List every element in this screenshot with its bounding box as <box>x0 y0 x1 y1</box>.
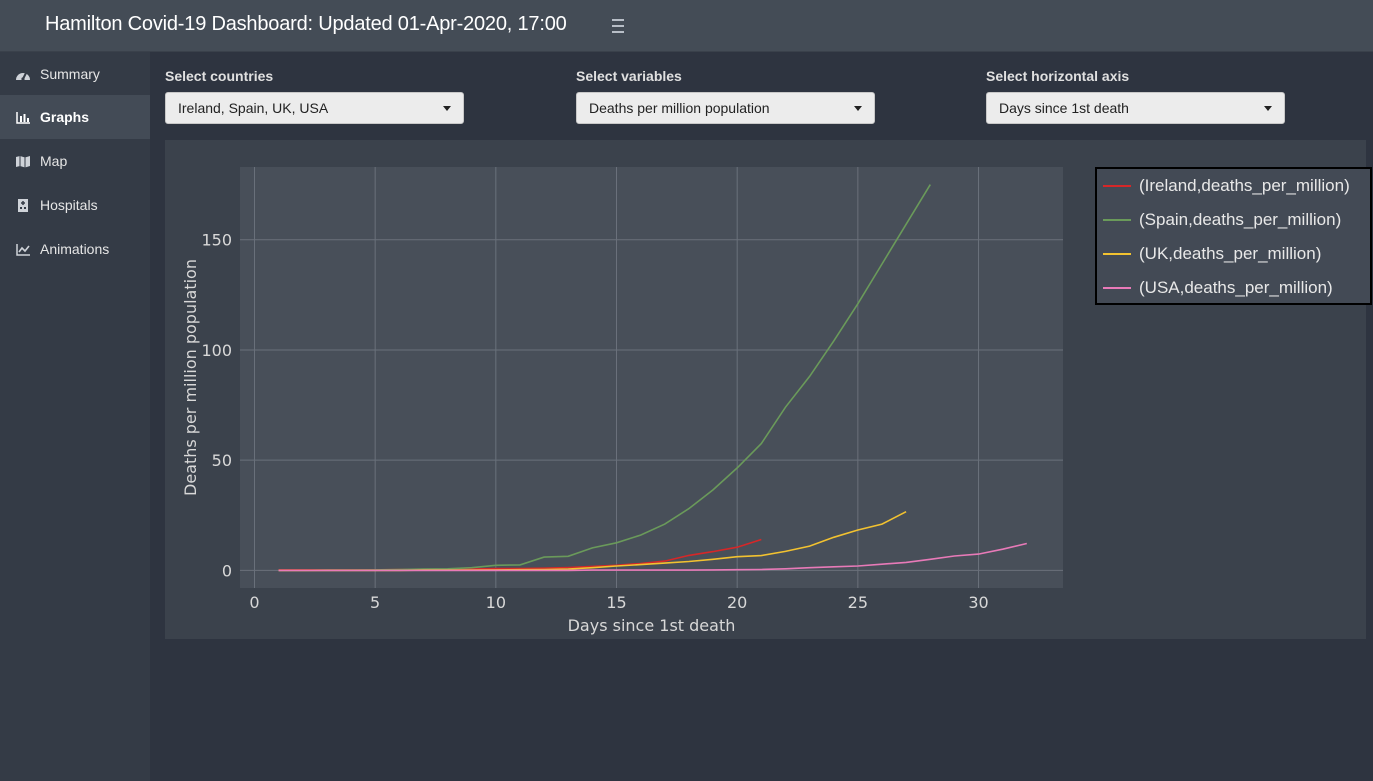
legend-item[interactable]: (Spain,deaths_per_million) <box>1103 209 1341 231</box>
chart-legend: (Ireland,deaths_per_million) (Spain,death… <box>1095 167 1372 305</box>
haxis-select-value: Days since 1st death <box>999 100 1129 116</box>
dashboard-icon <box>15 67 31 81</box>
sidebar-item-label: Graphs <box>40 109 90 125</box>
chevron-down-icon <box>1264 105 1272 111</box>
hamburger-menu-icon[interactable] <box>612 15 630 35</box>
series-line-3 <box>278 542 1027 572</box>
bar-chart-icon <box>15 110 31 124</box>
legend-swatch <box>1103 287 1131 289</box>
plot-area <box>240 167 1063 588</box>
legend-label: (USA,deaths_per_million) <box>1139 278 1333 297</box>
x-tick-label: 30 <box>968 593 988 612</box>
haxis-select-group: Select horizontal axis Days since 1st de… <box>986 68 1285 124</box>
legend-swatch <box>1103 253 1131 255</box>
variables-select-value: Deaths per million population <box>589 100 770 116</box>
variables-select-group: Select variables Deaths per million popu… <box>576 68 875 124</box>
countries-select-label: Select countries <box>165 68 274 84</box>
legend-item[interactable]: (USA,deaths_per_million) <box>1103 277 1333 299</box>
sidebar-item-map[interactable]: Map <box>0 139 150 183</box>
line-chart[interactable]: 0 5 10 15 20 25 30 0 50 100 150 Days since 1st deat… <box>165 140 1080 639</box>
y-axis-label: Deaths per million population <box>181 259 200 496</box>
sidebar-item-label: Animations <box>40 241 110 257</box>
sidebar-item-label: Map <box>40 153 68 169</box>
map-icon <box>15 154 31 168</box>
sidebar-item-summary[interactable]: Summary <box>0 52 150 96</box>
plot-panel: 0 5 10 15 20 25 30 0 50 100 150 Days since 1st deat… <box>165 140 1372 639</box>
y-tick-label: 0 <box>222 561 232 580</box>
main-content: Select countries Ireland, Spain, UK, USA… <box>150 52 1373 781</box>
x-tick-label: 15 <box>606 593 626 612</box>
y-tick-label: 50 <box>212 451 232 470</box>
haxis-select[interactable]: Days since 1st death <box>986 92 1285 124</box>
x-tick-label: 10 <box>486 593 506 612</box>
countries-select-value: Ireland, Spain, UK, USA <box>178 100 329 116</box>
sidebar-item-label: Summary <box>40 66 100 82</box>
chevron-down-icon <box>443 105 451 111</box>
legend-swatch <box>1103 185 1131 187</box>
hospital-icon <box>15 198 31 212</box>
x-tick-label: 25 <box>848 593 868 612</box>
variables-select[interactable]: Deaths per million population <box>576 92 875 124</box>
legend-item[interactable]: (UK,deaths_per_million) <box>1103 243 1321 265</box>
chevron-down-icon <box>854 105 862 111</box>
sidebar-item-graphs[interactable]: Graphs <box>0 95 150 139</box>
haxis-select-label: Select horizontal axis <box>986 68 1130 84</box>
legend-label: (Spain,deaths_per_million) <box>1139 210 1342 229</box>
countries-select-group: Select countries Ireland, Spain, UK, USA <box>165 68 464 124</box>
x-tick-label: 0 <box>249 593 259 612</box>
x-tick-label: 20 <box>727 593 747 612</box>
sidebar: Summary Graphs Map Hospitals Animations <box>0 52 150 781</box>
page-title: Hamilton Covid-19 Dashboard: Updated 01-… <box>45 13 567 35</box>
app-header: Hamilton Covid-19 Dashboard: Updated 01-… <box>0 0 1373 52</box>
legend-swatch <box>1103 219 1131 221</box>
countries-select[interactable]: Ireland, Spain, UK, USA <box>165 92 464 124</box>
variables-select-label: Select variables <box>576 68 682 84</box>
x-tick-label: 5 <box>370 593 380 612</box>
legend-label: (UK,deaths_per_million) <box>1139 244 1322 263</box>
line-chart-icon <box>15 242 31 256</box>
x-axis-label: Days since 1st death <box>568 616 736 635</box>
sidebar-item-label: Hospitals <box>40 197 98 213</box>
legend-label: (Ireland,deaths_per_million) <box>1139 176 1350 195</box>
legend-item[interactable]: (Ireland,deaths_per_million) <box>1103 175 1350 197</box>
y-tick-label: 150 <box>201 231 232 250</box>
sidebar-item-hospitals[interactable]: Hospitals <box>0 183 150 227</box>
y-tick-label: 100 <box>201 341 232 360</box>
sidebar-item-animations[interactable]: Animations <box>0 227 150 271</box>
